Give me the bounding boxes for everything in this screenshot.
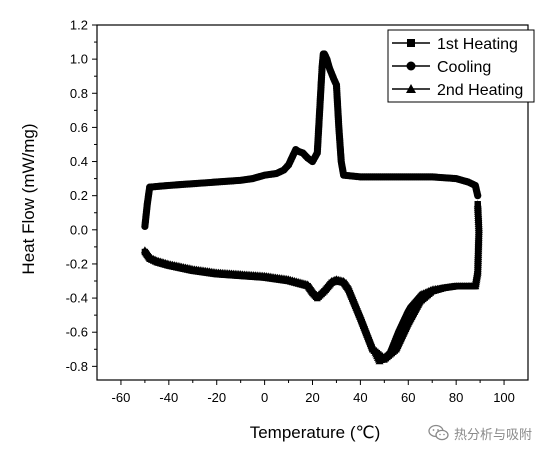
series-line (144, 204, 480, 362)
y-tick-label: -0.8 (66, 359, 88, 374)
x-tick-label: -60 (112, 390, 131, 405)
legend-label-1: 1st Heating (437, 36, 518, 53)
y-tick-label: 1.0 (70, 52, 88, 67)
y-tick-label: -0.6 (66, 325, 88, 340)
watermark-text: 热分析与吸附 (454, 427, 533, 443)
x-tick-label: -40 (159, 390, 178, 405)
x-tick-label: 80 (449, 390, 463, 405)
legend-label-3: 2nd Heating (437, 82, 523, 99)
wechat-icon (428, 424, 449, 441)
data-point (141, 222, 149, 230)
series-1 (141, 201, 483, 363)
x-tick-label: 20 (305, 390, 319, 405)
series-2 (141, 50, 482, 230)
legend-entry-2: Cooling (392, 59, 491, 76)
y-tick-label: 1.2 (70, 18, 88, 33)
legend-circle-marker (406, 61, 416, 71)
y-tick-label: 0.8 (70, 86, 88, 101)
legend-triangle-marker (406, 84, 416, 93)
y-tick-label: 0.0 (70, 222, 88, 237)
y-tick-label: -0.4 (66, 291, 88, 306)
series-3 (140, 200, 483, 365)
y-tick-label: 0.6 (70, 120, 88, 135)
data-point (473, 200, 482, 208)
x-tick-label: 60 (401, 390, 415, 405)
x-tick-label: 40 (353, 390, 367, 405)
legend-label-2: Cooling (437, 59, 491, 76)
legend: 1st Heating Cooling 2nd Heating (387, 29, 535, 103)
x-tick-label: 0 (261, 390, 268, 405)
x-tick-label: 100 (493, 390, 515, 405)
legend-entry-1: 1st Heating (392, 36, 518, 53)
y-axis-title: Heat Flow (mW/mg) (19, 123, 38, 274)
series-line (144, 204, 480, 361)
series-layer (140, 50, 483, 365)
legend-entry-3: 2nd Heating (392, 82, 523, 99)
y-tick-label: -0.2 (66, 256, 88, 271)
y-tick-label: 0.2 (70, 188, 88, 203)
watermark: 热分析与吸附 (428, 420, 556, 446)
legend-square-marker (407, 39, 415, 47)
x-tick-label: -20 (207, 390, 226, 405)
ticks-layer: -60 -40 -20 0 20 40 60 80 100 -0.8 -0.6 -0.4 -0.2 0.0… (66, 18, 515, 406)
x-axis-title: Temperature (℃) (250, 423, 381, 442)
y-tick-label: 0.4 (70, 154, 88, 169)
